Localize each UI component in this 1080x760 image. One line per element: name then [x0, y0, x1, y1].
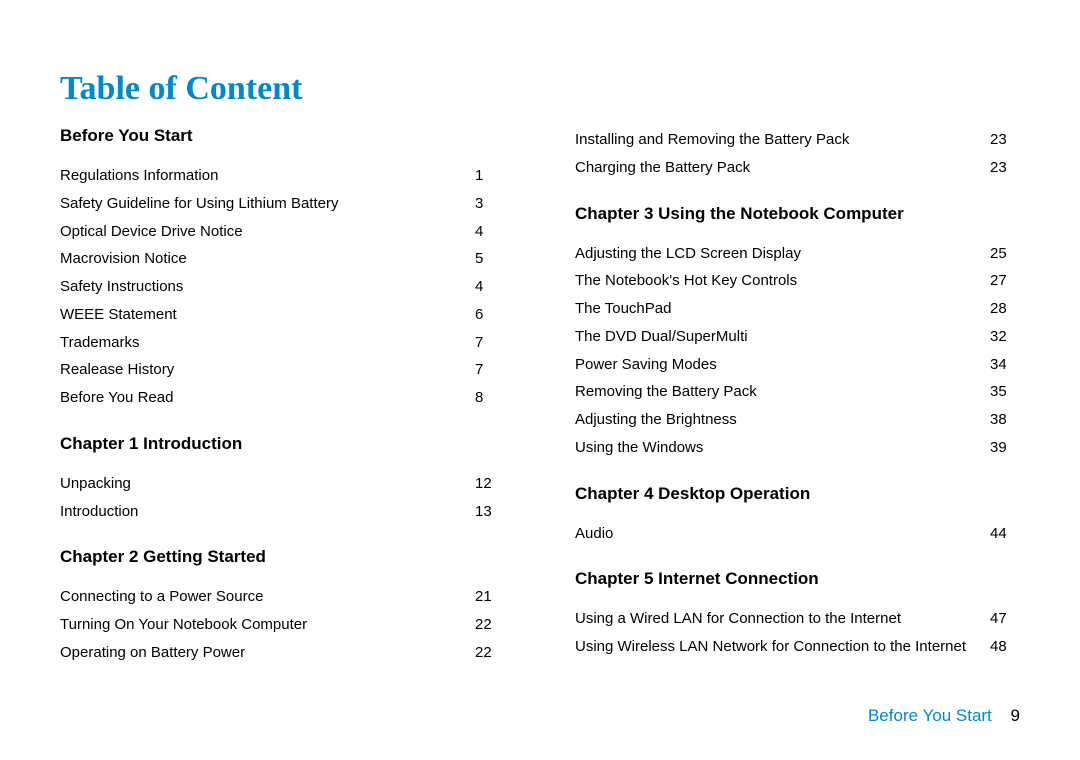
toc-entry[interactable]: Connecting to a Power Source21 [60, 583, 505, 611]
section-heading: Chapter 4 Desktop Operation [575, 484, 1020, 504]
section-heading: Chapter 3 Using the Notebook Computer [575, 204, 1020, 224]
entry-page: 7 [475, 329, 505, 357]
entry-page: 38 [990, 406, 1020, 434]
entry-title: Realease History [60, 356, 475, 384]
entry-page: 23 [990, 126, 1020, 154]
toc-entry[interactable]: The DVD Dual/SuperMulti32 [575, 323, 1020, 351]
entry-title: Audio [575, 520, 990, 548]
toc-entry[interactable]: Adjusting the LCD Screen Display25 [575, 240, 1020, 268]
toc-entry[interactable]: Removing the Battery Pack35 [575, 378, 1020, 406]
entry-page: 34 [990, 351, 1020, 379]
section-heading: Before You Start [60, 126, 505, 146]
entry-page: 23 [990, 154, 1020, 182]
toc-entry[interactable]: Adjusting the Brightness38 [575, 406, 1020, 434]
toc-entry[interactable]: Introduction13 [60, 498, 505, 526]
entry-page: 7 [475, 356, 505, 384]
toc-entry[interactable]: Using Wireless LAN Network for Connectio… [575, 633, 1020, 661]
footer-section: Before You Start [868, 706, 992, 725]
entry-page: 27 [990, 267, 1020, 295]
toc-entry[interactable]: Using the Windows39 [575, 434, 1020, 462]
section-heading: Chapter 2 Getting Started [60, 547, 505, 567]
entry-page: 4 [475, 273, 505, 301]
entry-title: Introduction [60, 498, 475, 526]
entry-page: 13 [475, 498, 505, 526]
entry-title: Removing the Battery Pack [575, 378, 990, 406]
toc-entry[interactable]: Regulations Information1 [60, 162, 505, 190]
toc-entry[interactable]: WEEE Statement6 [60, 301, 505, 329]
entry-title: Connecting to a Power Source [60, 583, 475, 611]
toc-entry[interactable]: Realease History7 [60, 356, 505, 384]
entry-page: 4 [475, 218, 505, 246]
entry-title: The DVD Dual/SuperMulti [575, 323, 990, 351]
entry-title: The TouchPad [575, 295, 990, 323]
entry-page: 48 [990, 633, 1020, 661]
entry-title: Operating on Battery Power [60, 639, 475, 667]
entry-title: The Notebook's Hot Key Controls [575, 267, 990, 295]
entry-page: 35 [990, 378, 1020, 406]
toc-entry[interactable]: Power Saving Modes34 [575, 351, 1020, 379]
toc-entry[interactable]: Before You Read8 [60, 384, 505, 412]
toc-entry[interactable]: Installing and Removing the Battery Pack… [575, 126, 1020, 154]
entry-title: Turning On Your Notebook Computer [60, 611, 475, 639]
footer-page-number: 9 [1011, 706, 1020, 725]
toc-entry[interactable]: Safety Guideline for Using Lithium Batte… [60, 190, 505, 218]
entry-title: Regulations Information [60, 162, 475, 190]
toc-entry[interactable]: Safety Instructions4 [60, 273, 505, 301]
entry-title: Macrovision Notice [60, 245, 475, 273]
section-heading: Chapter 5 Internet Connection [575, 569, 1020, 589]
toc-entry[interactable]: Audio44 [575, 520, 1020, 548]
entry-title: WEEE Statement [60, 301, 475, 329]
page: Table of Content Before You Start Regulat… [0, 0, 1080, 687]
entry-title: Unpacking [60, 470, 475, 498]
toc-entry[interactable]: Optical Device Drive Notice4 [60, 218, 505, 246]
entry-page: 12 [475, 470, 505, 498]
entry-page: 21 [475, 583, 505, 611]
entry-title: Power Saving Modes [575, 351, 990, 379]
entry-title: Trademarks [60, 329, 475, 357]
toc-entry[interactable]: The Notebook's Hot Key Controls27 [575, 267, 1020, 295]
entry-page: 47 [990, 605, 1020, 633]
toc-entry[interactable]: Macrovision Notice5 [60, 245, 505, 273]
entry-title: Installing and Removing the Battery Pack [575, 126, 990, 154]
entry-title: Charging the Battery Pack [575, 154, 990, 182]
entry-title: Using a Wired LAN for Connection to the … [575, 605, 990, 633]
entry-title: Safety Guideline for Using Lithium Batte… [60, 190, 475, 218]
entry-title: Adjusting the LCD Screen Display [575, 240, 990, 268]
entry-title: Using the Windows [575, 434, 990, 462]
entry-page: 25 [990, 240, 1020, 268]
entry-page: 44 [990, 520, 1020, 548]
entry-page: 3 [475, 190, 505, 218]
entry-title: Adjusting the Brightness [575, 406, 990, 434]
toc-entry[interactable]: Using a Wired LAN for Connection to the … [575, 605, 1020, 633]
entry-title: Optical Device Drive Notice [60, 218, 475, 246]
entry-title: Safety Instructions [60, 273, 475, 301]
entry-page: 1 [475, 162, 505, 190]
section-heading: Chapter 1 Introduction [60, 434, 505, 454]
entry-title: Using Wireless LAN Network for Connectio… [575, 633, 990, 661]
toc-entry[interactable]: Turning On Your Notebook Computer22 [60, 611, 505, 639]
toc-entry[interactable]: Trademarks7 [60, 329, 505, 357]
entry-title: Before You Read [60, 384, 475, 412]
entry-page: 22 [475, 611, 505, 639]
entry-page: 39 [990, 434, 1020, 462]
toc-columns: Before You StartRegulations Information1… [60, 126, 1020, 667]
page-title: Table of Content [60, 70, 1020, 108]
entry-page: 22 [475, 639, 505, 667]
column-left: Before You StartRegulations Information1… [60, 126, 505, 667]
page-footer: Before You Start 9 [868, 706, 1020, 726]
toc-entry[interactable]: The TouchPad28 [575, 295, 1020, 323]
entry-page: 28 [990, 295, 1020, 323]
toc-entry[interactable]: Charging the Battery Pack23 [575, 154, 1020, 182]
column-right: Installing and Removing the Battery Pack… [575, 126, 1020, 667]
entry-page: 8 [475, 384, 505, 412]
toc-entry[interactable]: Unpacking12 [60, 470, 505, 498]
toc-entry[interactable]: Operating on Battery Power22 [60, 639, 505, 667]
entry-page: 5 [475, 245, 505, 273]
entry-page: 6 [475, 301, 505, 329]
entry-page: 32 [990, 323, 1020, 351]
